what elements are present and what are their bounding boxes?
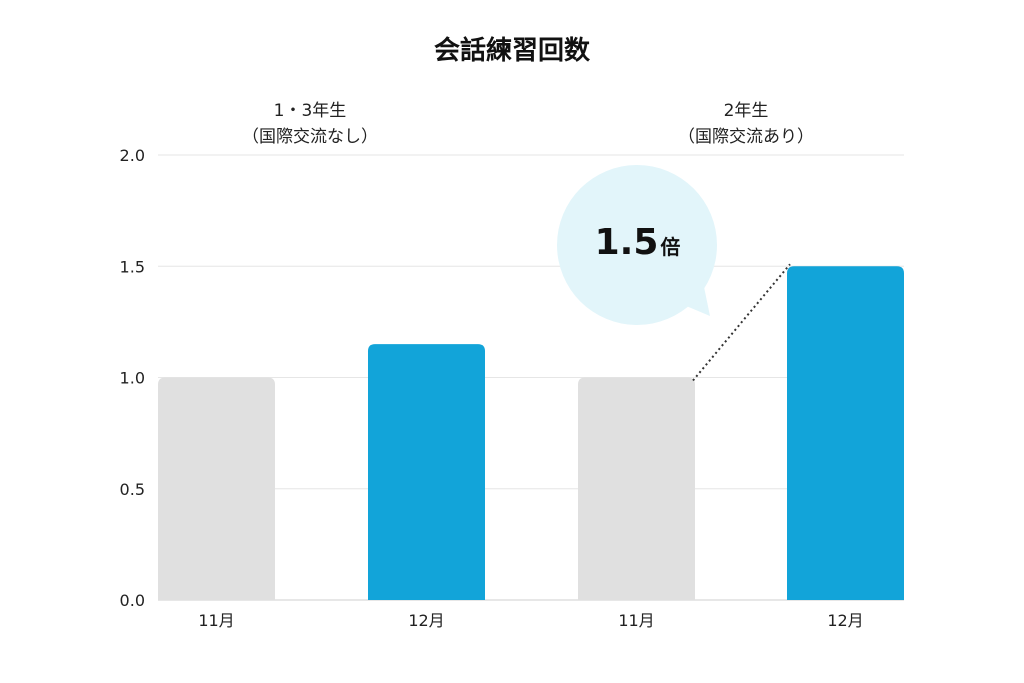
bar-4	[787, 266, 904, 600]
y-tick-label: 0.5	[120, 480, 145, 499]
x-tick-label: 11月	[198, 611, 234, 630]
bars	[158, 266, 904, 600]
group-label-2-line1: 2年生	[723, 101, 769, 121]
y-tick-label: 1.5	[120, 257, 145, 276]
bar-2	[368, 344, 485, 600]
annotation-unit: 倍	[660, 235, 681, 259]
connector-line	[692, 263, 791, 382]
y-axis-ticks: 0.0 0.5 1.0 1.5 2.0	[120, 146, 145, 610]
x-tick-label: 12月	[827, 611, 863, 630]
x-tick-label: 11月	[618, 611, 654, 630]
bar-3	[578, 377, 695, 600]
gridlines	[158, 154, 904, 601]
x-tick-label: 12月	[408, 611, 444, 630]
annotation-label: 1.5 倍	[560, 222, 715, 263]
group-label-1: 1・3年生 （国際交流なし）	[190, 98, 430, 150]
y-tick-label: 0.0	[120, 591, 145, 610]
annotation	[557, 165, 791, 382]
annotation-value: 1.5	[594, 222, 659, 263]
group-label-2-line2: （国際交流あり）	[678, 127, 814, 147]
bar-1	[158, 377, 275, 600]
chart-title: 会話練習回数	[433, 36, 590, 66]
speech-bubble-tail	[672, 282, 710, 316]
group-label-1-line2: （国際交流なし）	[242, 127, 378, 147]
speech-bubble	[557, 165, 717, 325]
y-tick-label: 2.0	[120, 146, 145, 165]
group-label-1-line1: 1・3年生	[273, 101, 347, 121]
group-label-2: 2年生 （国際交流あり）	[626, 98, 866, 150]
y-tick-label: 1.0	[120, 369, 145, 388]
x-axis-ticks: 11月 12月 11月 12月	[198, 611, 863, 630]
